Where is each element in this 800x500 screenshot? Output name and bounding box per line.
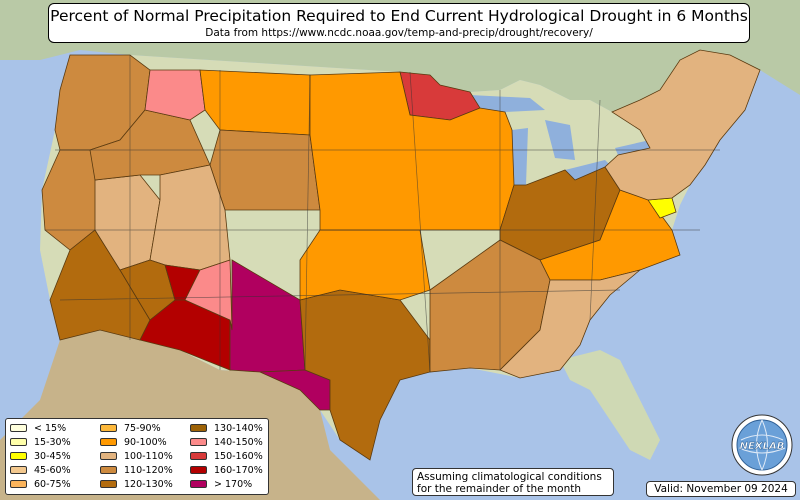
legend-label: 15-30%: [34, 437, 71, 448]
legend-swatch: [10, 424, 27, 432]
map-subtitle: Data from https://www.ncdc.noaa.gov/temp…: [205, 27, 593, 39]
legend-swatch: [100, 480, 117, 488]
legend-swatch: [190, 452, 207, 460]
region-central-montana: [199, 69, 311, 136]
region-upper-midwest: [309, 71, 515, 231]
legend-swatch: [10, 452, 27, 460]
legend: < 15% 15-30% 30-45% 45-60% 60-75% 75-90% 90-10…: [5, 418, 269, 495]
drought-regions: [41, 49, 761, 461]
legend-label: 120-130%: [124, 479, 173, 490]
logo-text: NEXLAB: [740, 441, 785, 452]
legend-label: 110-120%: [124, 465, 173, 476]
nexlab-globe-logo: NEXLAB: [731, 414, 793, 476]
legend-swatch: [100, 424, 117, 432]
region-gulf-coast: [499, 269, 641, 379]
lake-michigan: [512, 128, 528, 185]
legend-swatch: [190, 480, 207, 488]
legend-swatch: [10, 480, 27, 488]
legend-label: 140-150%: [214, 437, 263, 448]
region-new-england: [604, 49, 761, 201]
region-wyoming: [209, 129, 321, 211]
lake-ontario: [615, 140, 652, 155]
legend-label: > 170%: [214, 479, 253, 490]
lake-erie: [565, 160, 612, 180]
valid-date-label: Valid: November 09 2024: [646, 481, 796, 497]
assumption-note: Assuming climatological conditions for t…: [412, 468, 614, 496]
florida-land: [560, 350, 660, 460]
legend-label: 60-75%: [34, 479, 71, 490]
legend-swatch: [190, 424, 207, 432]
title-box: Percent of Normal Precipitation Required…: [48, 3, 750, 43]
legend-swatch: [190, 438, 207, 446]
legend-label: 45-60%: [34, 465, 71, 476]
map-title: Percent of Normal Precipitation Required…: [50, 7, 748, 25]
legend-label: 150-160%: [214, 451, 263, 462]
legend-swatch: [100, 452, 117, 460]
legend-label: 100-110%: [124, 451, 173, 462]
legend-label: 75-90%: [124, 423, 161, 434]
legend-swatch: [10, 466, 27, 474]
region-oklahoma: [299, 229, 431, 301]
state-borders: [45, 55, 720, 373]
lake-superior: [470, 95, 545, 112]
legend-swatch: [100, 438, 117, 446]
legend-label: < 15%: [34, 423, 67, 434]
legend-label: 90-100%: [124, 437, 167, 448]
legend-label: 160-170%: [214, 465, 263, 476]
legend-swatch: [100, 466, 117, 474]
legend-swatch: [10, 438, 27, 446]
legend-swatch: [190, 466, 207, 474]
region-western-montana: [144, 69, 206, 121]
legend-label: 130-140%: [214, 423, 263, 434]
legend-label: 30-45%: [34, 451, 71, 462]
